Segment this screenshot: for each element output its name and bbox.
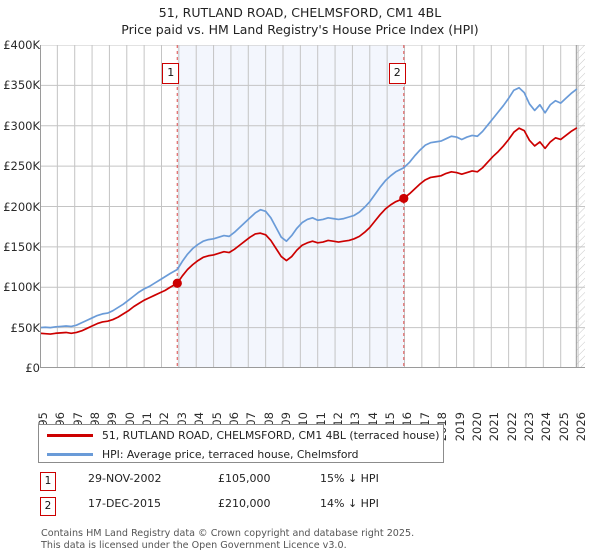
transaction-date: 29-NOV-2002 bbox=[88, 472, 162, 485]
x-axis-tick-label: 2026 bbox=[574, 412, 589, 442]
transaction-row: 2 17-DEC-2015 £210,000 14% ↓ HPI bbox=[38, 497, 508, 522]
x-axis-tick-label: 2024 bbox=[539, 412, 554, 442]
y-axis-tick-label: £200K bbox=[3, 199, 40, 214]
transaction-list: 1 29-NOV-2002 £105,000 15% ↓ HPI 2 17-DE… bbox=[38, 472, 508, 522]
x-axis-tick-label: 2022 bbox=[504, 412, 519, 442]
x-axis-tick-label: 2020 bbox=[469, 412, 484, 442]
legend-label-property: 51, RUTLAND ROAD, CHELMSFORD, CM1 4BL (t… bbox=[102, 429, 440, 442]
chart-marker-badge: 2 bbox=[388, 63, 406, 84]
transaction-date: 17-DEC-2015 bbox=[88, 497, 162, 510]
chart-svg bbox=[40, 45, 585, 368]
footer-attribution: Contains HM Land Registry data © Crown c… bbox=[41, 528, 581, 551]
legend-item-property: 51, RUTLAND ROAD, CHELMSFORD, CM1 4BL (t… bbox=[39, 426, 443, 445]
x-axis-tick-label: 2025 bbox=[556, 412, 571, 442]
y-axis-tick-label: £0 bbox=[25, 361, 40, 375]
transaction-index-badge: 2 bbox=[40, 497, 56, 516]
legend-item-hpi: HPI: Average price, terraced house, Chel… bbox=[39, 445, 443, 464]
x-axis-tick-label: 2023 bbox=[521, 412, 536, 442]
transaction-index-badge: 1 bbox=[40, 472, 56, 491]
legend-swatch-hpi bbox=[47, 453, 93, 456]
footer-line-licence: This data is licensed under the Open Gov… bbox=[41, 539, 347, 551]
x-axis-labels: 1995199619971998199920002001200220032004… bbox=[36, 372, 588, 441]
transaction-price: £105,000 bbox=[218, 472, 271, 485]
footer-line-copyright: Contains HM Land Registry data © Crown c… bbox=[41, 528, 415, 539]
title-block: 51, RUTLAND ROAD, CHELMSFORD, CM1 4BL Pr… bbox=[0, 4, 600, 38]
page-subtitle: Price paid vs. HM Land Registry's House … bbox=[121, 22, 479, 37]
transaction-hpi-delta: 15% ↓ HPI bbox=[320, 472, 379, 485]
y-axis-tick-label: £350K bbox=[3, 78, 40, 93]
chart-legend: 51, RUTLAND ROAD, CHELMSFORD, CM1 4BL (t… bbox=[38, 424, 444, 463]
transaction-price: £210,000 bbox=[218, 497, 271, 510]
plot-region bbox=[40, 45, 585, 368]
y-axis-tick-label: £150K bbox=[3, 239, 40, 254]
transaction-hpi-delta: 14% ↓ HPI bbox=[320, 497, 379, 510]
y-axis-tick-label: £50K bbox=[10, 320, 41, 335]
x-axis-tick-label: 2021 bbox=[487, 412, 502, 442]
y-axis-labels: £0 £50K £100K £150K £200K £250K £300K £350K £400… bbox=[0, 38, 600, 375]
legend-swatch-property bbox=[47, 434, 93, 437]
page-title: 51, RUTLAND ROAD, CHELMSFORD, CM1 4BL bbox=[158, 5, 442, 20]
transaction-row: 1 29-NOV-2002 £105,000 15% ↓ HPI bbox=[38, 472, 508, 497]
y-axis-tick-label: £400K bbox=[3, 38, 40, 52]
legend-label-hpi: HPI: Average price, terraced house, Chel… bbox=[102, 448, 359, 461]
x-axis-tick-label: 2019 bbox=[452, 412, 467, 442]
y-axis-tick-label: £250K bbox=[3, 159, 40, 174]
y-axis-tick-label: £100K bbox=[3, 280, 40, 295]
y-axis-tick-label: £300K bbox=[3, 118, 40, 133]
chart-marker-badge: 1 bbox=[162, 63, 180, 84]
